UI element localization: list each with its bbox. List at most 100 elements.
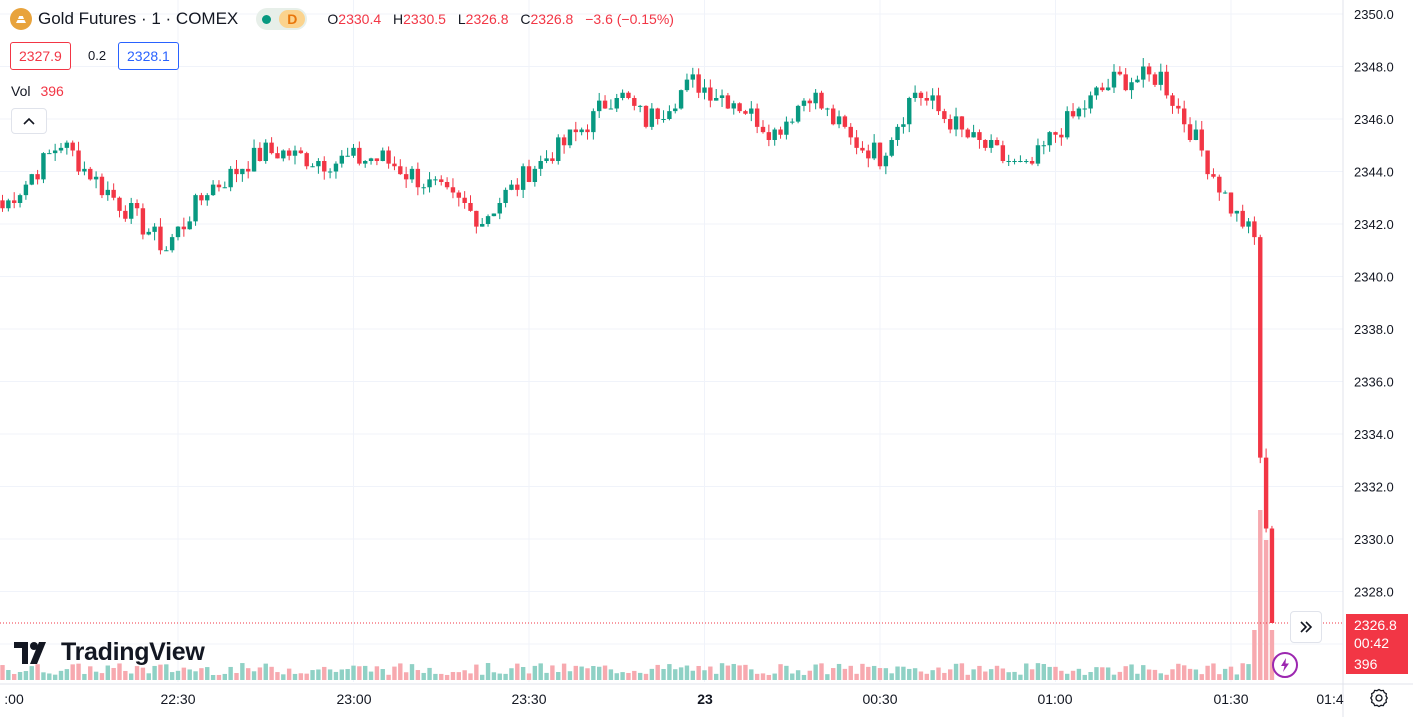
volume-value: 396 xyxy=(40,83,64,99)
candle-body xyxy=(831,108,836,125)
volume-bar xyxy=(93,671,99,680)
volume-bar xyxy=(1006,672,1011,680)
volume-bar xyxy=(70,664,75,680)
volume-bar xyxy=(1164,674,1169,680)
volume-bar xyxy=(246,668,251,680)
volume-bar xyxy=(392,666,397,680)
volume-bar xyxy=(29,666,34,680)
candle-body xyxy=(234,168,239,175)
candlesticks xyxy=(0,58,1275,623)
candle-body xyxy=(807,100,812,104)
candle-body xyxy=(649,108,655,127)
volume-bar xyxy=(673,669,678,680)
candle-body xyxy=(585,129,590,133)
volume-bar xyxy=(123,670,128,680)
candle-body xyxy=(462,197,467,203)
volume-bar xyxy=(509,668,514,680)
candle-body xyxy=(1111,71,1117,88)
tradingview-brand[interactable]: TradingView xyxy=(14,638,205,667)
collapse-legend-button[interactable] xyxy=(11,108,47,134)
volume-bar xyxy=(948,669,953,680)
volume-bar xyxy=(275,672,280,680)
chart-grid xyxy=(0,0,1343,682)
chart-settings-button[interactable] xyxy=(1368,687,1390,709)
volume-bar xyxy=(433,673,438,680)
candle-body xyxy=(825,108,830,110)
candle-body xyxy=(281,150,286,159)
volume-bar xyxy=(175,670,181,680)
volume-bar xyxy=(1088,672,1093,680)
candle-body xyxy=(924,98,929,101)
price-tick-label: 2330.0 xyxy=(1354,532,1394,547)
buy-price-button[interactable]: 2328.1 xyxy=(118,42,179,70)
close-label: C xyxy=(520,11,531,27)
price-tick-label: 2344.0 xyxy=(1354,165,1394,180)
symbol-legend: Gold Futures · 1 · COMEX D O2330.4 H2330… xyxy=(10,8,682,30)
candle-body xyxy=(1182,108,1187,125)
volume-bar xyxy=(169,672,175,680)
volume-bar xyxy=(877,668,883,680)
candle-body xyxy=(468,203,473,211)
volume-bar xyxy=(76,663,81,680)
low-value: 2326.8 xyxy=(465,11,509,27)
candle-body xyxy=(1088,95,1093,109)
volume-bar xyxy=(117,663,122,680)
double-chevron-right-icon xyxy=(1300,621,1313,633)
lightning-icon[interactable] xyxy=(1272,652,1298,678)
candle-body xyxy=(965,129,970,138)
volume-bar xyxy=(912,668,918,680)
candle-body xyxy=(743,111,748,114)
candle-body xyxy=(1269,528,1275,623)
volume-bar xyxy=(696,665,701,680)
candle-body xyxy=(772,129,777,140)
symbol-title[interactable]: Gold Futures · 1 · COMEX xyxy=(38,9,239,28)
candle-body xyxy=(556,137,561,161)
volume-bar xyxy=(690,670,695,680)
candle-body xyxy=(485,216,491,224)
volume-bar xyxy=(766,674,772,680)
volume-bar xyxy=(1141,665,1146,680)
volume-bar xyxy=(146,673,151,680)
scroll-to-realtime-button[interactable] xyxy=(1290,611,1322,643)
volume-bar xyxy=(532,665,538,680)
candle-body xyxy=(298,150,304,154)
volume-bar xyxy=(632,670,637,680)
volume-bar xyxy=(714,673,719,680)
volume-bar xyxy=(538,663,543,680)
volume-bar xyxy=(1094,667,1099,680)
candle-body xyxy=(1170,95,1175,106)
change-value: −3.6 (−0.15%) xyxy=(585,11,674,27)
volume-bar xyxy=(655,664,660,680)
candle-body xyxy=(76,150,81,172)
volume-bar xyxy=(1012,671,1017,680)
volume-bar xyxy=(403,672,409,680)
volume-bar xyxy=(866,666,871,680)
volume-bars xyxy=(0,510,1275,680)
market-status-pill[interactable]: D xyxy=(256,8,308,30)
volume-bar xyxy=(386,674,391,680)
candle-body xyxy=(1094,87,1099,96)
last-price-value: 2326.8 xyxy=(1354,617,1397,633)
volume-bar xyxy=(819,663,824,680)
sell-price-button[interactable]: 2327.9 xyxy=(10,42,71,70)
volume-bar xyxy=(678,667,684,680)
volume-bar xyxy=(269,666,274,680)
candle-body xyxy=(608,108,614,110)
volume-bar xyxy=(82,673,87,680)
candle-body xyxy=(953,116,959,130)
volume-bar xyxy=(1076,668,1082,680)
candle-body xyxy=(532,168,538,182)
data-delay-badge[interactable]: D xyxy=(279,10,306,28)
candle-body xyxy=(673,108,678,112)
candle-body xyxy=(509,184,514,190)
candle-body xyxy=(1240,210,1245,227)
volume-bar xyxy=(918,671,924,680)
candle-body xyxy=(1047,132,1052,146)
candle-body xyxy=(994,140,1000,146)
time-tick-label: 23:00 xyxy=(336,691,371,707)
candle-body xyxy=(1076,108,1082,117)
candle-body xyxy=(1146,66,1152,75)
candle-body xyxy=(1152,74,1158,85)
candle-body xyxy=(573,129,578,133)
